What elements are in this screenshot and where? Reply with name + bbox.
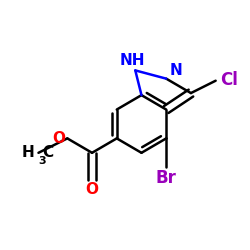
- Text: Cl: Cl: [220, 71, 238, 89]
- Text: O: O: [53, 131, 66, 146]
- Text: C: C: [42, 145, 54, 160]
- Text: N: N: [169, 62, 182, 78]
- Text: 3: 3: [38, 156, 46, 166]
- Text: Br: Br: [156, 169, 177, 187]
- Text: NH: NH: [120, 53, 145, 68]
- Text: O: O: [86, 182, 98, 197]
- Text: H: H: [22, 145, 34, 160]
